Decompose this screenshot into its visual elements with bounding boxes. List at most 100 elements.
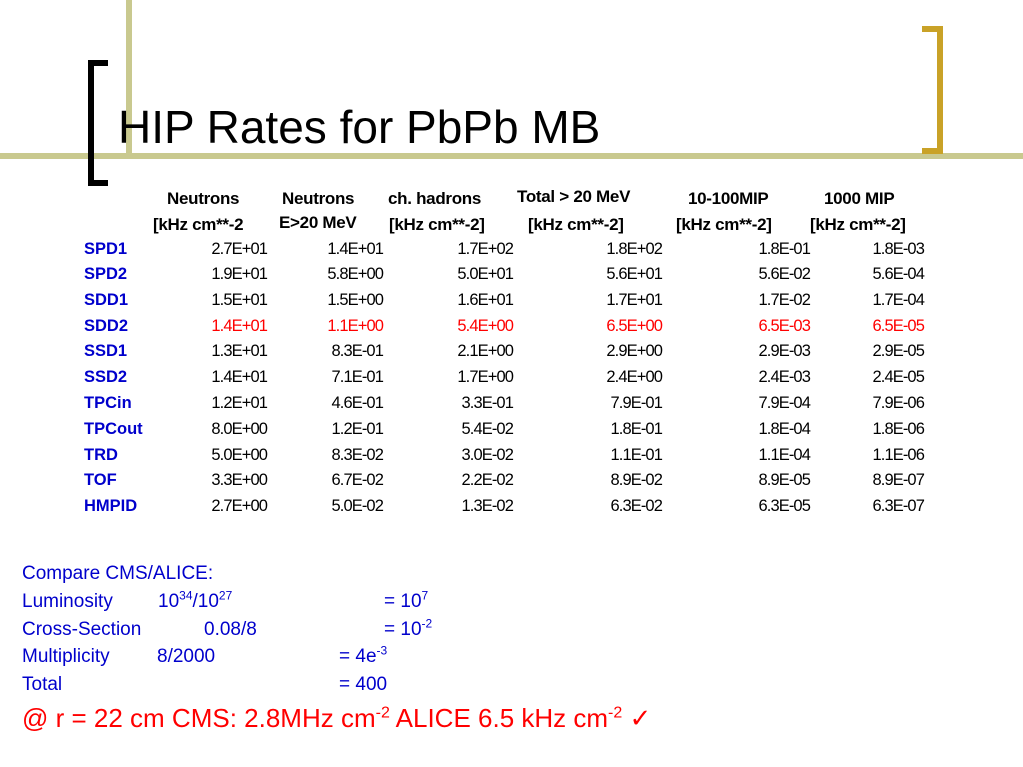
- table-cell: 1.8E-01: [758, 240, 811, 258]
- table-cell: 2.4E+00: [606, 368, 663, 386]
- header-col5-line2: [kHz cm**-2]: [676, 215, 772, 234]
- right-bracket-top: [922, 26, 943, 32]
- row-label: TPCout: [84, 420, 143, 438]
- final-comparison: @ r = 22 cm CMS: 2.8MHz cm-2 ALICE 6.5 k…: [22, 703, 651, 734]
- multiplicity-ratio: 8/2000: [157, 646, 216, 667]
- table-row: SPD2 1.9E+01 5.8E+00 5.0E+01 5.6E+01 5.6…: [0, 265, 1023, 290]
- total-result: = 400: [339, 674, 388, 695]
- row-label: SPD2: [84, 265, 128, 283]
- table-cell: 1.8E-06: [872, 420, 925, 438]
- final-exp2: -2: [608, 704, 623, 722]
- table-cell: 5.4E-02: [461, 420, 514, 438]
- table-row: TOF 3.3E+00 6.7E-02 2.2E-02 8.9E-02 8.9E…: [0, 471, 1023, 496]
- table-cell: 1.7E-02: [758, 291, 811, 309]
- multiplicity-result-exp: -3: [376, 643, 388, 658]
- table-cell: 1.1E-06: [872, 446, 925, 464]
- final-exp1: -2: [375, 704, 390, 722]
- table-cell: 5.6E+01: [606, 265, 663, 283]
- table-cell: 2.2E-02: [461, 471, 514, 489]
- table-cell: 7.9E-06: [872, 394, 925, 412]
- slide-title: HIP Rates for PbPb MB: [118, 101, 601, 153]
- table-cell: 5.8E+00: [327, 265, 384, 283]
- table-cell: 1.4E+01: [327, 240, 384, 258]
- table-cell: 6.5E-03: [758, 317, 811, 335]
- table-row: SPD1 2.7E+01 1.4E+01 1.7E+02 1.8E+02 1.8…: [0, 240, 1023, 265]
- table-cell: 1.3E+01: [211, 342, 268, 360]
- cross-section-line: Cross-Section 0.08/8 = 10-2: [22, 618, 522, 641]
- checkmark-icon: ✓: [622, 703, 652, 733]
- title-vertical-bar: [126, 0, 132, 153]
- left-bracket: [88, 60, 94, 186]
- table-cell: 6.5E+00: [606, 317, 663, 335]
- right-bracket-bottom: [922, 148, 943, 154]
- header-col2-line2: E>20 MeV: [279, 213, 357, 232]
- table-cell: 8.3E-02: [331, 446, 384, 464]
- right-bracket: [937, 26, 943, 154]
- table-cell: 1.1E-01: [610, 446, 663, 464]
- table-cell: 3.0E-02: [461, 446, 514, 464]
- header-col2-line1: Neutrons: [282, 189, 355, 208]
- header-col3-line2: [kHz cm**-2]: [389, 215, 485, 234]
- table-cell: 5.0E-02: [331, 497, 384, 515]
- cross-section-ratio: 0.08/8: [204, 619, 257, 640]
- total-line: Total = 400: [22, 674, 522, 696]
- row-label: SDD2: [84, 317, 129, 335]
- table-row: SSD2 1.4E+01 7.1E-01 1.7E+00 2.4E+00 2.4…: [0, 368, 1023, 393]
- table-row: HMPID 2.7E+00 5.0E-02 1.3E-02 6.3E-02 6.…: [0, 497, 1023, 522]
- final-prefix: @ r = 22 cm CMS: 2.8MHz cm: [22, 703, 376, 733]
- luminosity-result-exp: 7: [421, 588, 429, 603]
- table-cell: 1.7E+02: [457, 240, 514, 258]
- table-cell: 1.8E+02: [606, 240, 663, 258]
- row-label: SSD1: [84, 342, 128, 360]
- row-label: SDD1: [84, 291, 129, 309]
- luminosity-line: Luminosity 1034/1027 = 107: [22, 588, 522, 613]
- table-cell: 1.8E-01: [610, 420, 663, 438]
- table-cell: 3.3E+00: [211, 471, 268, 489]
- table-row: SSD1 1.3E+01 8.3E-01 2.1E+00 2.9E+00 2.9…: [0, 342, 1023, 367]
- header-col3-line1: ch. hadrons: [388, 189, 482, 208]
- table-cell: 8.9E-05: [758, 471, 811, 489]
- table-cell: 5.4E+00: [457, 317, 514, 335]
- multiplicity-result: = 4e-3: [339, 643, 388, 668]
- left-bracket-top: [88, 60, 108, 66]
- table-row: SDD1 1.5E+01 1.5E+00 1.6E+01 1.7E+01 1.7…: [0, 291, 1023, 316]
- total-label: Total: [22, 674, 63, 695]
- table-cell: 1.4E+01: [211, 317, 268, 335]
- table-cell: 4.6E-01: [331, 394, 384, 412]
- title-underline-bar: [0, 153, 1023, 159]
- table-cell: 2.7E+01: [211, 240, 268, 258]
- luminosity-exp1: 34: [179, 588, 193, 603]
- header-col1-line1: Neutrons: [167, 189, 240, 208]
- row-label: SPD1: [84, 240, 128, 258]
- table-cell: 2.1E+00: [457, 342, 514, 360]
- table-cell: 1.7E+01: [606, 291, 663, 309]
- table-cell: 7.1E-01: [331, 368, 384, 386]
- table-cell: 8.0E+00: [211, 420, 268, 438]
- luminosity-ratio: 1034/1027: [158, 588, 232, 613]
- multiplicity-label: Multiplicity: [22, 646, 110, 667]
- table-cell: 6.3E-05: [758, 497, 811, 515]
- table-cell: 2.9E+00: [606, 342, 663, 360]
- row-label: SSD2: [84, 368, 128, 386]
- table-row: TRD 5.0E+00 8.3E-02 3.0E-02 1.1E-01 1.1E…: [0, 446, 1023, 471]
- table-cell: 2.9E-03: [758, 342, 811, 360]
- table-cell: 2.4E-05: [872, 368, 925, 386]
- table-cell: 1.9E+01: [211, 265, 268, 283]
- table-cell: 1.5E+01: [211, 291, 268, 309]
- table-cell: 1.5E+00: [327, 291, 384, 309]
- header-col6-line1: 1000 MIP: [824, 189, 895, 208]
- final-middle: ALICE 6.5 kHz cm: [389, 703, 609, 733]
- table-cell: 3.3E-01: [461, 394, 514, 412]
- luminosity-result-base: = 10: [384, 591, 422, 612]
- table-cell: 1.2E-01: [331, 420, 384, 438]
- table-cell: 6.3E-07: [872, 497, 925, 515]
- table-cell: 6.7E-02: [331, 471, 384, 489]
- table-cell: 1.8E-03: [872, 240, 925, 258]
- table-cell: 1.7E+00: [457, 368, 514, 386]
- header-col4-line1: Total > 20 MeV: [517, 187, 631, 206]
- table-cell: 5.0E+00: [211, 446, 268, 464]
- row-label: TRD: [84, 446, 118, 464]
- cross-section-result-base: = 10: [384, 619, 422, 640]
- table-cell: 1.6E+01: [457, 291, 514, 309]
- table-row-highlighted: SDD2 1.4E+01 1.1E+00 5.4E+00 6.5E+00 6.5…: [0, 317, 1023, 342]
